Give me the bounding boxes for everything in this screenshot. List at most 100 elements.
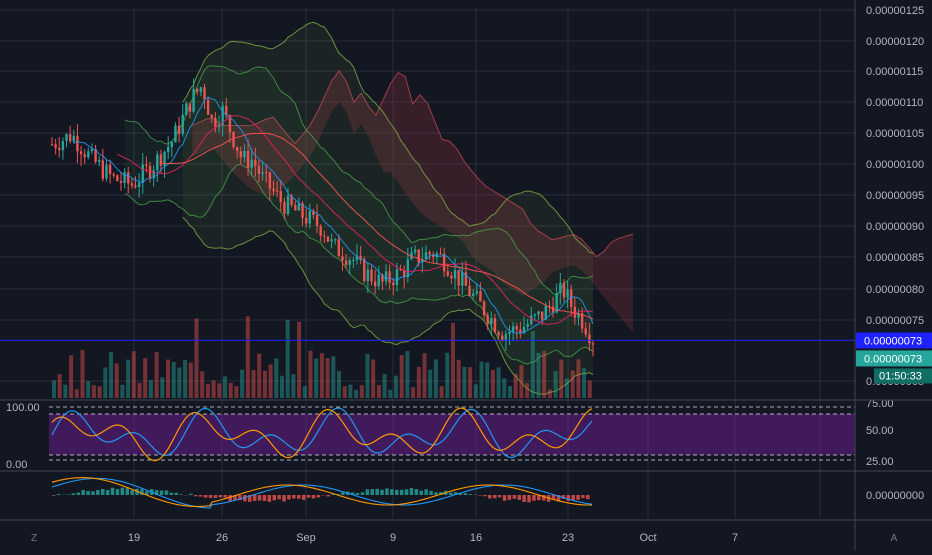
candle-down <box>374 281 376 286</box>
volume-bar-up <box>126 360 130 398</box>
candle-down <box>196 89 198 92</box>
volume-bar-down <box>229 383 233 398</box>
volume-bar-down <box>377 385 381 398</box>
macd-hist-up <box>81 490 85 495</box>
macd-hist-up <box>111 488 115 495</box>
last-price-badge-label: 0.00000073 <box>864 353 922 365</box>
candle-up <box>385 271 387 281</box>
macd-hist-up <box>449 493 453 495</box>
macd-hist-down <box>194 495 198 496</box>
price-tick-label: 0.00000085 <box>866 252 924 264</box>
macd-hist-down <box>586 495 590 499</box>
volume-bar-down <box>548 389 552 398</box>
macd-hist-up <box>434 492 438 495</box>
candle-down <box>588 335 590 344</box>
macd-hist-up <box>189 494 193 495</box>
price-tick-label: 0.00000090 <box>866 221 924 233</box>
volume-bar-down <box>212 380 216 398</box>
candle-down <box>211 115 213 118</box>
macd-hist-down <box>199 495 203 497</box>
volume-bar-down <box>451 323 455 398</box>
candle-up <box>566 289 568 297</box>
candle-down <box>80 151 82 154</box>
time-tick-label: Oct <box>639 532 656 544</box>
candle-down <box>54 144 56 148</box>
candle-down <box>247 151 249 168</box>
candle-down <box>305 218 307 224</box>
macd-hist-down <box>312 495 316 498</box>
macd-hist-down <box>219 495 223 497</box>
candle-down <box>345 261 347 265</box>
candle-up <box>192 89 194 112</box>
volume-bar-down <box>588 381 592 398</box>
time-tick-label: 7 <box>732 532 738 544</box>
volume-bar-down <box>143 358 147 398</box>
candle-down <box>109 165 111 174</box>
volume-bar-down <box>514 374 518 398</box>
candle-up <box>250 160 252 168</box>
volume-bar-up <box>291 374 295 398</box>
candle-down <box>69 134 71 141</box>
macd-hist-down <box>326 495 330 497</box>
candle-up <box>367 270 369 282</box>
macd-hist-up <box>72 493 76 495</box>
time-tick-label: 9 <box>390 532 396 544</box>
price-tick-label: 0.00000095 <box>866 190 924 202</box>
volume-bar-up <box>337 371 341 398</box>
macd-hist-up <box>121 488 125 495</box>
candle-up <box>142 164 144 182</box>
price-line-badge-label: 0.00000073 <box>864 335 922 347</box>
volume-bar-down <box>491 370 495 398</box>
macd-hist-down <box>317 495 321 497</box>
timezone-icon-label[interactable]: Z <box>31 533 37 544</box>
volume-bar-down <box>81 350 85 398</box>
macd-hist-up <box>415 489 419 495</box>
macd-hist-up <box>361 492 365 495</box>
volume-bar-up <box>480 362 484 398</box>
macd-hist-up <box>130 490 134 495</box>
price-tick-label: 0.00000075 <box>866 315 924 327</box>
macd-hist-down <box>581 495 585 498</box>
candle-down <box>585 328 587 334</box>
candle-down <box>214 118 216 127</box>
candle-up <box>65 134 67 141</box>
candle-up <box>185 103 187 115</box>
macd-hist-down <box>282 495 286 501</box>
candle-down <box>189 103 191 111</box>
volume-bar-up <box>177 368 181 398</box>
macd-hist-down <box>532 495 536 501</box>
candle-down <box>76 136 78 152</box>
volume-bar-up <box>502 378 506 398</box>
volume-bar-down <box>206 384 210 398</box>
volume-bar-up <box>354 390 358 398</box>
volume-bar-up <box>462 367 466 398</box>
candle-down <box>254 160 256 166</box>
candle-down <box>283 202 285 214</box>
candle-up <box>396 269 398 285</box>
candle-down <box>207 99 209 114</box>
candle-down <box>479 291 481 301</box>
volume-bar-up <box>63 385 67 398</box>
volume-bar-up <box>183 360 187 398</box>
volume-bar-down <box>468 367 472 398</box>
candle-down <box>428 252 430 254</box>
volume-bar-down <box>263 371 267 398</box>
volume-bar-down <box>75 389 79 398</box>
rsi-tick-label: 100.00 <box>6 402 40 414</box>
macd-hist-down <box>508 495 512 500</box>
candle-down <box>541 312 543 320</box>
macd-hist-up <box>67 494 71 495</box>
candle-up <box>530 316 532 324</box>
volume-bar-down <box>440 386 444 398</box>
candle-up <box>298 203 300 210</box>
volume-bar-down <box>320 353 324 398</box>
auto-scale-icon-label[interactable]: A <box>891 533 898 544</box>
price-tick-label: 0.00000100 <box>866 159 924 171</box>
volume-bar-down <box>98 386 102 398</box>
macd-hist-down <box>277 495 281 499</box>
candle-down <box>240 151 242 157</box>
candle-down <box>363 259 365 281</box>
macd-hist-up <box>375 489 379 495</box>
